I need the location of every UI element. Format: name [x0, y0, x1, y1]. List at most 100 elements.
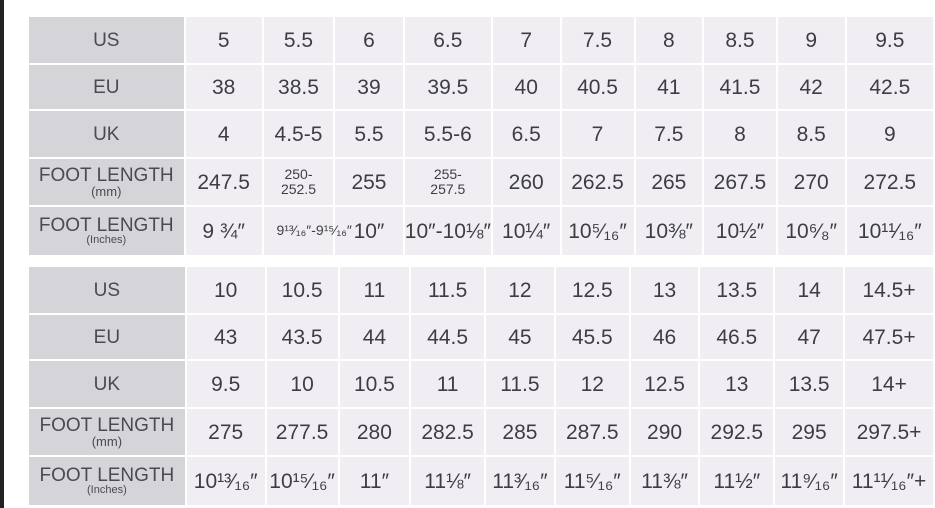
size-cell: 12	[483, 265, 556, 315]
size-cell: 13.5	[773, 359, 846, 409]
size-range-text: 9¹³⁄₁₆″-9¹⁵⁄₁₆″	[276, 222, 352, 239]
size-cell: 292.5	[698, 407, 776, 457]
size-cell: 41.5	[702, 63, 778, 111]
image-edge	[0, 0, 4, 508]
size-cell: 10⅜″	[633, 205, 705, 257]
row-label-text: FOOT LENGTH	[38, 215, 174, 236]
row-foot-length-inches: FOOT LENGTH (Inches) 9 ¾″ 9¹³⁄₁₆″-9¹⁵⁄₁₆″ 10…	[27, 205, 935, 257]
row-label: FOOT LENGTH (mm)	[27, 157, 186, 207]
size-cell: 255	[333, 157, 405, 207]
size-cell: 6.5	[402, 15, 493, 65]
size-cell: 4	[183, 109, 264, 159]
size-cell: 295	[773, 407, 846, 457]
size-cell: 4.5-5	[261, 109, 336, 159]
size-cell: 47	[773, 313, 846, 361]
size-cell: 267.5	[702, 157, 778, 207]
size-cell: 282.5	[409, 407, 486, 457]
row-label-text: FOOT LENGTH	[39, 465, 175, 486]
size-cell: 43	[184, 313, 267, 361]
row-sublabel: (mm)	[91, 434, 123, 449]
size-cell: 11	[409, 359, 486, 409]
size-cell: 45	[483, 313, 556, 361]
size-cell: 290	[628, 407, 701, 457]
size-cell: 38.5	[261, 63, 336, 111]
size-cell: 44.5	[409, 313, 486, 361]
row-label-text: UK	[93, 123, 120, 145]
size-cell: 6	[333, 15, 405, 65]
size-cell: 10¼″	[490, 205, 562, 257]
row-label-text: US	[93, 279, 121, 301]
size-cell: 10¹¹⁄₁₆″	[844, 205, 935, 257]
size-cell: 250-252.5	[261, 157, 336, 207]
size-cell: 5.5	[333, 109, 405, 159]
row-us: US 5 5.5 6 6.5 7 7.5 8 8.5 9 9.5	[27, 15, 935, 65]
row-eu: EU 38 38.5 39 39.5 40 40.5 41 41.5 42 42.5	[27, 63, 935, 111]
size-cell: 12	[553, 359, 631, 409]
row-label: FOOT LENGTH (Inches)	[27, 455, 187, 507]
size-cell: 42	[775, 63, 847, 111]
row-label: US	[27, 15, 186, 65]
row-label: EU	[27, 313, 187, 361]
row-uk: UK 4 4.5-5 5.5 5.5-6 6.5 7 7.5 8 8.5 9	[27, 109, 935, 159]
row-foot-length-mm: FOOT LENGTH (mm) 275 277.5 280 282.5 285 287.5 2…	[27, 407, 935, 457]
size-cell: 9	[775, 15, 847, 65]
size-cell: 11″	[337, 455, 412, 507]
size-cell: 7.5	[559, 15, 636, 65]
size-cell: 40.5	[559, 63, 636, 111]
size-range-text: 255-257.5	[430, 165, 466, 197]
size-cell: 11.5	[483, 359, 556, 409]
size-cell: 9	[844, 109, 935, 159]
row-uk: UK 9.5 10 10.5 11 11.5 12 12.5 13 13.5 14+	[27, 359, 935, 409]
size-cell: 297.5+	[843, 407, 935, 457]
row-label-text: UK	[93, 373, 121, 395]
size-cell: 11½″	[698, 455, 776, 507]
size-cell: 6.5	[490, 109, 562, 159]
size-cell: 287.5	[553, 407, 631, 457]
row-sublabel: (Inches)	[86, 234, 127, 246]
row-label: FOOT LENGTH (mm)	[27, 407, 187, 457]
row-us: US 10 10.5 11 11.5 12 12.5 13 13.5 14 14.5+	[27, 265, 935, 315]
size-cell: 41	[633, 63, 705, 111]
size-cell: 45.5	[553, 313, 631, 361]
size-cell: 13.5	[698, 265, 776, 315]
row-sublabel: (Inches)	[87, 484, 127, 496]
size-cell: 9.5	[184, 359, 267, 409]
row-label: UK	[27, 359, 187, 409]
size-cell: 14+	[843, 359, 935, 409]
row-label-text: EU	[93, 326, 121, 348]
size-cell: 10⁶⁄₈″	[775, 205, 847, 257]
size-cell: 8.5	[702, 15, 778, 65]
size-cell: 10	[184, 265, 267, 315]
size-cell: 280	[337, 407, 412, 457]
size-cell: 40	[490, 63, 562, 111]
size-cell: 10½″	[702, 205, 778, 257]
row-label-text: EU	[93, 76, 120, 98]
size-cell: 10″-10⅛″	[402, 205, 493, 257]
size-cell: 8	[633, 15, 705, 65]
size-cell: 272.5	[844, 157, 935, 207]
size-cell: 277.5	[264, 407, 340, 457]
size-cell: 7	[559, 109, 636, 159]
size-cell: 46.5	[698, 313, 776, 361]
row-label-text: US	[93, 29, 120, 51]
row-label: US	[27, 265, 187, 315]
size-cell: 275	[184, 407, 267, 457]
size-cell: 260	[490, 157, 562, 207]
size-cell: 9¹³⁄₁₆″-9¹⁵⁄₁₆″	[261, 205, 352, 257]
size-cell: 262.5	[559, 157, 636, 207]
size-cell: 11⁹⁄₁₆″	[773, 455, 846, 507]
size-cell: 11¹¹⁄₁₆″+	[843, 455, 935, 507]
size-cell: 10	[264, 359, 340, 409]
size-cell: 8.5	[775, 109, 847, 159]
size-cell: 46	[628, 313, 701, 361]
row-label-text: FOOT LENGTH	[38, 165, 174, 186]
size-cell: 11⅜″	[628, 455, 701, 507]
size-cell: 11³⁄₁₆″	[483, 455, 556, 507]
row-eu: EU 43 43.5 44 44.5 45 45.5 46 46.5 47 47.5+	[27, 313, 935, 361]
row-label: UK	[27, 109, 186, 159]
size-cell: 5.5	[261, 15, 336, 65]
size-cell: 12.5	[628, 359, 701, 409]
size-cell: 270	[775, 157, 847, 207]
row-label: FOOT LENGTH (Inches)	[27, 205, 186, 257]
size-range-text: 250-252.5	[280, 165, 316, 197]
